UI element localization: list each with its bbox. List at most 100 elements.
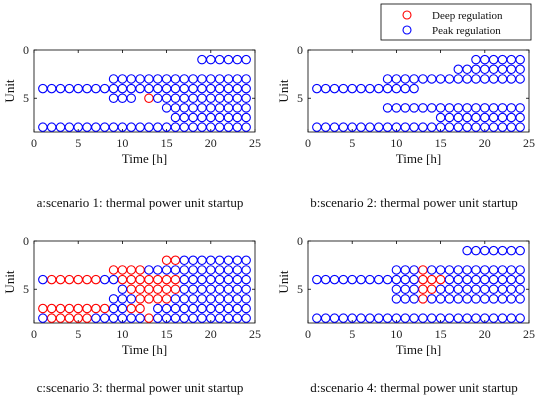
peak-regulation-point <box>179 93 190 103</box>
peak-regulation-point <box>409 83 419 94</box>
peak-regulation-point <box>462 103 472 113</box>
peak-regulation-point <box>232 294 243 304</box>
peak-regulation-point <box>382 103 393 113</box>
peak-regulation-point <box>480 245 490 256</box>
peak-regulation-point <box>471 313 481 323</box>
peak-regulation-point <box>418 103 428 113</box>
legend-marker-deep <box>402 10 412 20</box>
peak-regulation-point <box>223 83 234 94</box>
peak-regulation-point <box>471 64 481 75</box>
peak-regulation-point <box>64 83 75 94</box>
deep-regulation-point <box>108 265 119 275</box>
peak-regulation-point <box>197 74 207 84</box>
deep-regulation-point <box>55 274 66 285</box>
panel-2: 0 5 10 15 20 25 0 5 Time [h] Unit b:scenario 2: th… <box>276 43 535 210</box>
peak-regulation-point <box>338 122 349 132</box>
peak-regulation-point <box>427 122 437 132</box>
peak-regulation-point <box>435 294 446 304</box>
peak-regulation-point <box>515 274 525 285</box>
peak-regulation-point <box>188 294 198 304</box>
deep-regulation-point <box>91 303 101 314</box>
y-axis-label: Unit <box>276 270 291 294</box>
y-tick-label: 0 <box>297 43 303 57</box>
peak-regulation-point <box>214 83 225 94</box>
peak-regulation-point <box>179 74 190 84</box>
x-tick-label: 25 <box>523 327 535 341</box>
peak-regulation-point <box>338 274 349 285</box>
peak-regulation-point <box>223 303 234 314</box>
y-tick-label: 5 <box>23 91 29 105</box>
peak-regulation-point <box>241 313 251 323</box>
y-tick-label: 5 <box>297 91 303 105</box>
deep-regulation-point <box>117 274 128 285</box>
deep-regulation-point <box>82 274 92 285</box>
peak-regulation-point <box>161 83 172 94</box>
peak-regulation-point <box>427 265 437 275</box>
peak-regulation-point <box>480 54 490 65</box>
peak-regulation-point <box>488 103 499 113</box>
peak-regulation-point <box>488 313 499 323</box>
peak-regulation-point <box>506 54 517 65</box>
peak-regulation-point <box>232 103 243 113</box>
deep-regulation-point <box>144 294 154 304</box>
peak-regulation-point <box>418 313 428 323</box>
x-axis-label: Time [h] <box>396 151 441 166</box>
peak-regulation-point <box>82 83 92 94</box>
deep-regulation-point <box>46 274 57 285</box>
peak-regulation-point <box>382 83 393 94</box>
peak-regulation-point <box>400 274 410 285</box>
peak-regulation-point <box>462 274 472 285</box>
x-tick-label: 5 <box>349 136 355 150</box>
peak-regulation-point <box>453 122 464 132</box>
peak-regulation-point <box>453 103 464 113</box>
peak-regulation-point <box>214 303 225 314</box>
peak-regulation-point <box>382 313 393 323</box>
peak-regulation-point <box>382 274 393 285</box>
peak-regulation-point <box>444 284 455 294</box>
legend-marker-peak <box>402 25 412 35</box>
peak-regulation-point <box>170 303 181 314</box>
peak-regulation-point <box>153 83 163 94</box>
peak-regulation-point <box>515 313 525 323</box>
peak-regulation-point <box>462 122 472 132</box>
peak-regulation-point <box>488 54 499 65</box>
peak-regulation-point <box>82 122 92 132</box>
peak-regulation-point <box>453 274 464 285</box>
deep-regulation-point <box>144 284 154 294</box>
peak-regulation-point <box>188 255 198 266</box>
deep-regulation-point <box>126 284 136 294</box>
peak-regulation-point <box>444 74 455 84</box>
deep-regulation-point <box>144 313 154 323</box>
legend: Deep regulation Peak regulation <box>380 3 532 41</box>
peak-regulation-point <box>232 122 243 132</box>
peak-regulation-point <box>409 313 419 323</box>
peak-regulation-point <box>506 313 517 323</box>
peak-regulation-point <box>179 294 190 304</box>
peak-regulation-point <box>365 83 375 94</box>
peak-regulation-point <box>427 74 437 84</box>
peak-regulation-point <box>153 93 163 103</box>
peak-regulation-point <box>453 313 464 323</box>
peak-regulation-point <box>391 74 402 84</box>
peak-regulation-point <box>338 83 349 94</box>
plot-area <box>33 240 256 324</box>
peak-regulation-point <box>197 112 207 123</box>
peak-regulation-point <box>170 103 181 113</box>
deep-regulation-point <box>64 313 75 323</box>
peak-regulation-point <box>391 103 402 113</box>
peak-regulation-point <box>214 265 225 275</box>
peak-regulation-point <box>46 122 57 132</box>
peak-regulation-point <box>506 112 517 123</box>
x-tick-label: 25 <box>249 136 261 150</box>
deep-regulation-point <box>161 274 172 285</box>
peak-regulation-point <box>206 93 216 103</box>
peak-regulation-point <box>223 74 234 84</box>
panel-caption: b:scenario 2: thermal power unit startup <box>310 195 518 210</box>
peak-regulation-point <box>480 284 490 294</box>
peak-regulation-point <box>453 112 464 123</box>
peak-regulation-point <box>312 274 322 285</box>
peak-regulation-point <box>506 265 517 275</box>
peak-regulation-point <box>144 83 154 94</box>
peak-regulation-point <box>444 294 455 304</box>
deep-regulation-point <box>46 313 57 323</box>
